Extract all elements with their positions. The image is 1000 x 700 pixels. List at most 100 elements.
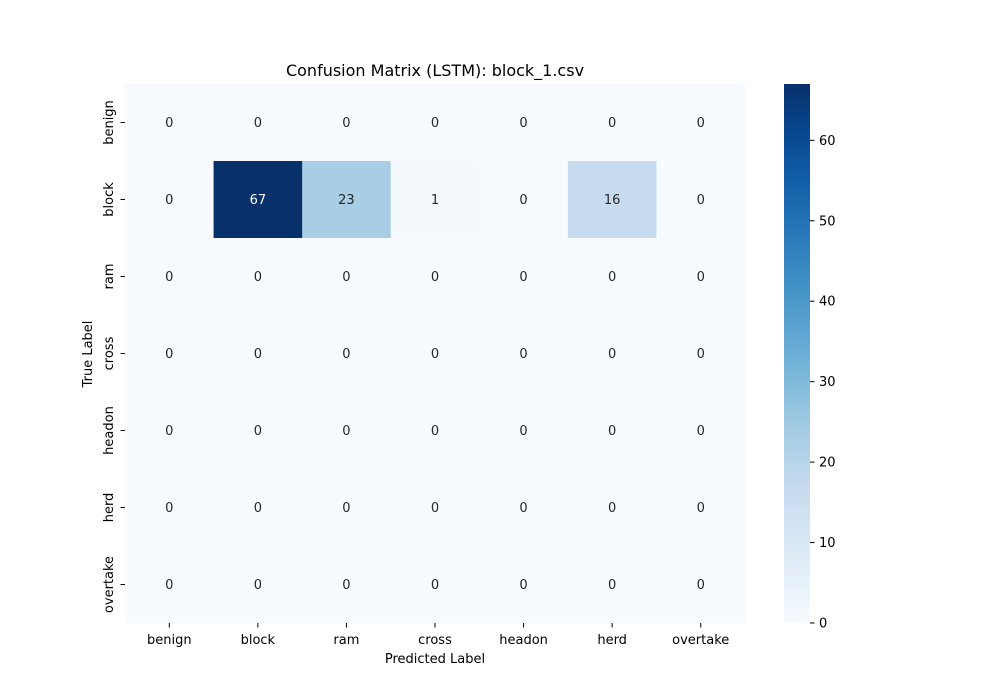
x-tick-label-headon: headon: [499, 633, 548, 648]
cell-value-label: 0: [342, 270, 350, 285]
heatmap-cell-headon-block: [213, 392, 303, 470]
heatmap-cell-herd-herd: [567, 469, 658, 547]
cell-value-label: 0: [342, 116, 350, 131]
colorbar-ticks: 0 10 20 30 40 50 60: [810, 134, 836, 632]
cell-value-label: 0: [165, 116, 173, 131]
colorbar-tick-label: 60: [819, 134, 836, 149]
cell-value-label: 0: [519, 578, 527, 593]
cell-value-label: 0: [254, 501, 262, 516]
heatmap-cell-cross-headon: [479, 315, 569, 393]
heatmap-cell-ram-benign: [125, 238, 215, 316]
heatmap-cells: [125, 84, 746, 624]
cell-value-label: 0: [431, 347, 439, 362]
cell-value-label: 0: [342, 501, 350, 516]
cell-value-labels: 0 0 0 0 0 0 0 0 67 23 1 0 16 0 0 0 0 0 0 0 0 0 0 0 0 0 0 0 0 0 0 0 0 0 0 0 0…: [165, 116, 705, 593]
heatmap-cell-benign-benign: [125, 84, 215, 162]
cell-value-label: 0: [431, 578, 439, 593]
heatmap-cell-cross-cross: [390, 315, 480, 393]
cell-value-label: 0: [342, 578, 350, 593]
colorbar-tick-label: 20: [819, 456, 836, 471]
heatmap-cell-block-cross: [390, 161, 480, 239]
cell-value-label: 0: [519, 501, 527, 516]
y-tick-label-ram: ram: [102, 264, 117, 290]
y-tick-label-block: block: [102, 182, 117, 217]
heatmap-cell-ram-block: [213, 238, 303, 316]
heatmap-cell-overtake-headon: [479, 546, 569, 624]
heatmap-cell-herd-ram: [302, 469, 392, 547]
y-tick-label-headon: headon: [102, 406, 117, 455]
colorbar-tick-label: 0: [819, 617, 827, 632]
cell-value-label: 1: [431, 193, 439, 208]
cell-value-label: 0: [431, 270, 439, 285]
cell-value-label: 0: [165, 424, 173, 439]
x-tick-label-overtake: overtake: [672, 633, 729, 648]
x-tick-label-block: block: [241, 633, 276, 648]
heatmap-cell-ram-ram: [302, 238, 392, 316]
cell-value-label: 0: [697, 116, 705, 131]
cell-value-label: 0: [608, 424, 616, 439]
heatmap-cell-ram-herd: [567, 238, 658, 316]
heatmap-cell-cross-overtake: [656, 315, 746, 393]
cell-value-label: 0: [697, 424, 705, 439]
heatmap-cell-block-benign: [125, 161, 215, 239]
cell-value-label: 0: [254, 270, 262, 285]
heatmap-cell-overtake-cross: [390, 546, 480, 624]
y-tick-label-cross: cross: [102, 336, 117, 370]
cell-value-label: 0: [519, 424, 527, 439]
cell-value-label: 0: [519, 116, 527, 131]
x-axis-label: Predicted Label: [385, 652, 485, 667]
colorbar: [784, 84, 810, 623]
cell-value-label: 0: [608, 501, 616, 516]
heatmap-cell-herd-headon: [479, 469, 569, 547]
cell-value-label: 0: [608, 270, 616, 285]
heatmap-cell-headon-cross: [390, 392, 480, 470]
cell-value-label: 0: [697, 501, 705, 516]
x-axis-ticks: benign block ram cross headon herd overtake: [147, 623, 729, 648]
cell-value-label: 0: [254, 424, 262, 439]
heatmap-cell-block-headon: [479, 161, 569, 239]
cell-value-label: 0: [165, 347, 173, 362]
cell-value-label: 0: [608, 578, 616, 593]
colorbar-tick-label: 10: [819, 536, 836, 551]
heatmap-cell-benign-headon: [479, 84, 569, 162]
cell-value-label: 0: [519, 347, 527, 362]
x-tick-label-herd: herd: [597, 633, 627, 648]
y-axis-ticks: benign block ram cross headon herd overtake: [102, 100, 125, 613]
heatmap-cell-block-ram: [302, 161, 392, 239]
cell-value-label: 0: [431, 116, 439, 131]
cell-value-label: 0: [254, 116, 262, 131]
heatmap-cell-cross-herd: [567, 315, 658, 393]
heatmap-cell-headon-overtake: [656, 392, 746, 470]
cell-value-label: 23: [338, 193, 355, 208]
y-tick-label-overtake: overtake: [102, 556, 117, 613]
cell-value-label: 0: [608, 347, 616, 362]
cell-value-label: 0: [165, 193, 173, 208]
heatmap-cell-benign-herd: [567, 84, 658, 162]
heatmap-cell-overtake-block: [213, 546, 303, 624]
heatmap-cell-ram-headon: [479, 238, 569, 316]
cell-value-label: 0: [519, 193, 527, 208]
cell-value-label: 0: [165, 578, 173, 593]
cell-value-label: 0: [697, 193, 705, 208]
cell-value-label: 0: [519, 270, 527, 285]
heatmap-cell-block-overtake: [656, 161, 746, 239]
colorbar-tick-label: 30: [819, 375, 836, 390]
cell-value-label: 0: [697, 347, 705, 362]
heatmap-cell-benign-ram: [302, 84, 392, 162]
heatmap-cell-headon-herd: [567, 392, 658, 470]
chart-title: Confusion Matrix (LSTM): block_1.csv: [286, 61, 584, 81]
x-tick-label-benign: benign: [147, 633, 192, 648]
cell-value-label: 0: [165, 270, 173, 285]
heatmap-cell-overtake-benign: [125, 546, 215, 624]
heatmap-cell-benign-cross: [390, 84, 480, 162]
cell-value-label: 0: [697, 270, 705, 285]
y-axis-label: True Label: [81, 321, 96, 389]
cell-value-label: 0: [342, 347, 350, 362]
cell-value-label: 0: [431, 424, 439, 439]
cell-value-label: 0: [254, 578, 262, 593]
heatmap-cell-block-herd: [567, 161, 658, 239]
heatmap-cell-block-block: [213, 161, 303, 239]
y-tick-label-herd: herd: [102, 493, 117, 523]
heatmap-cell-headon-ram: [302, 392, 392, 470]
